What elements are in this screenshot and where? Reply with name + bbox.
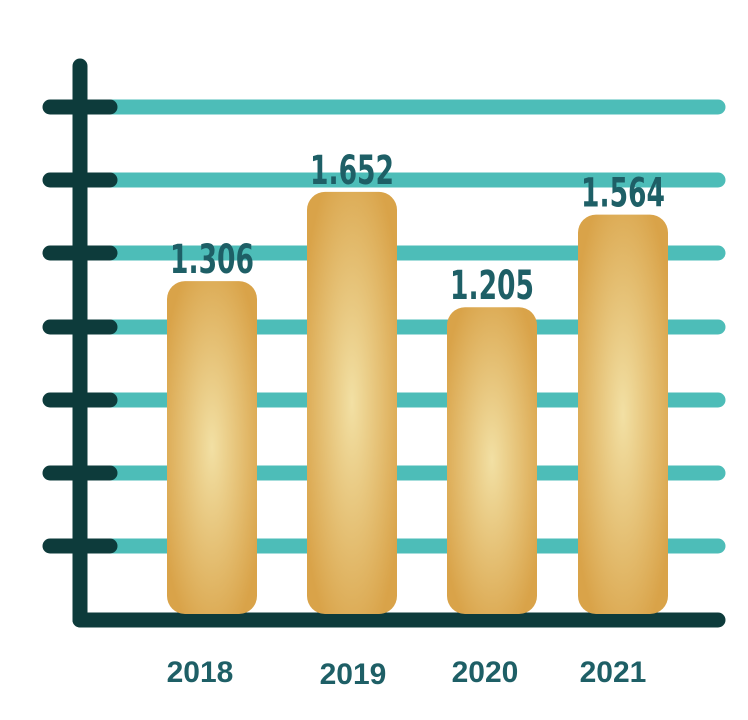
value-label: 1.205 [450, 263, 534, 309]
bar-2021 [578, 214, 668, 614]
category-labels: 2018 2019 2020 2021 [167, 656, 647, 691]
category-label: 2020 [452, 656, 519, 689]
value-label: 1.652 [310, 148, 394, 194]
bar-2019 [307, 191, 397, 615]
value-label: 1.306 [170, 237, 254, 283]
bar-2018 [167, 281, 257, 614]
value-labels: 1.306 1.652 1.205 1.564 [170, 148, 665, 309]
category-label: 2021 [580, 656, 647, 689]
category-label: 2018 [167, 656, 234, 689]
axes [72, 58, 726, 628]
value-label: 1.564 [581, 171, 665, 217]
bar-2020 [447, 307, 537, 614]
category-label: 2019 [320, 658, 387, 691]
bars [167, 191, 668, 615]
